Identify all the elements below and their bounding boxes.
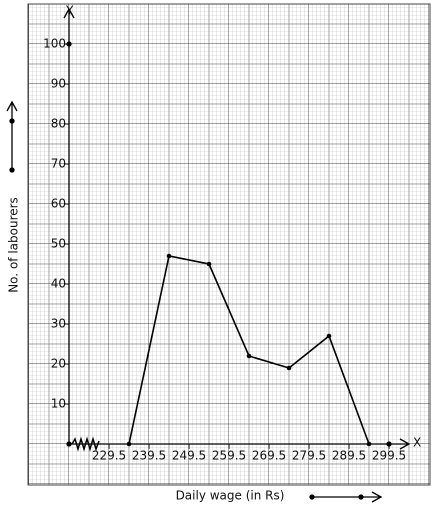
y-tick-label: 40 [51,277,66,291]
data-point [286,365,292,371]
y-tick-label: 80 [51,117,66,131]
x-tick-label: 279.5 [292,449,326,463]
y-tick-label: 30 [51,317,66,331]
y-tick-label: 60 [51,197,66,211]
x-axis-title: Daily wage (in Rs) [176,489,285,503]
decor-arrows [6,41,392,503]
data-point [246,353,252,359]
x-tick-label: 289.5 [332,449,366,463]
y-tick-label: 50 [51,237,66,251]
x-tick-label: 259.5 [212,449,246,463]
x-tick-label: 239.5 [132,449,166,463]
x-tick-label: 269.5 [252,449,286,463]
x-tick-label: 229.5 [92,449,126,463]
axes [63,7,411,452]
y-axis-name: Y [65,4,74,18]
x-tick-label: 299.5 [372,449,406,463]
data-point [166,253,172,259]
y-tick-label: 70 [51,157,66,171]
x-axis-name: X [413,436,421,450]
x-tick-label: 249.5 [172,449,206,463]
y-tick-label: 100 [43,37,66,51]
data-point [126,441,132,447]
data-point [366,441,372,447]
y-tick-label: 10 [51,397,66,411]
y-tick-label: 20 [51,357,66,371]
graph-paper [27,3,431,486]
data-point [326,333,332,339]
data-point [206,261,212,267]
y-tick-label: 90 [51,77,66,91]
y-axis-title: No. of labourers [7,197,21,293]
